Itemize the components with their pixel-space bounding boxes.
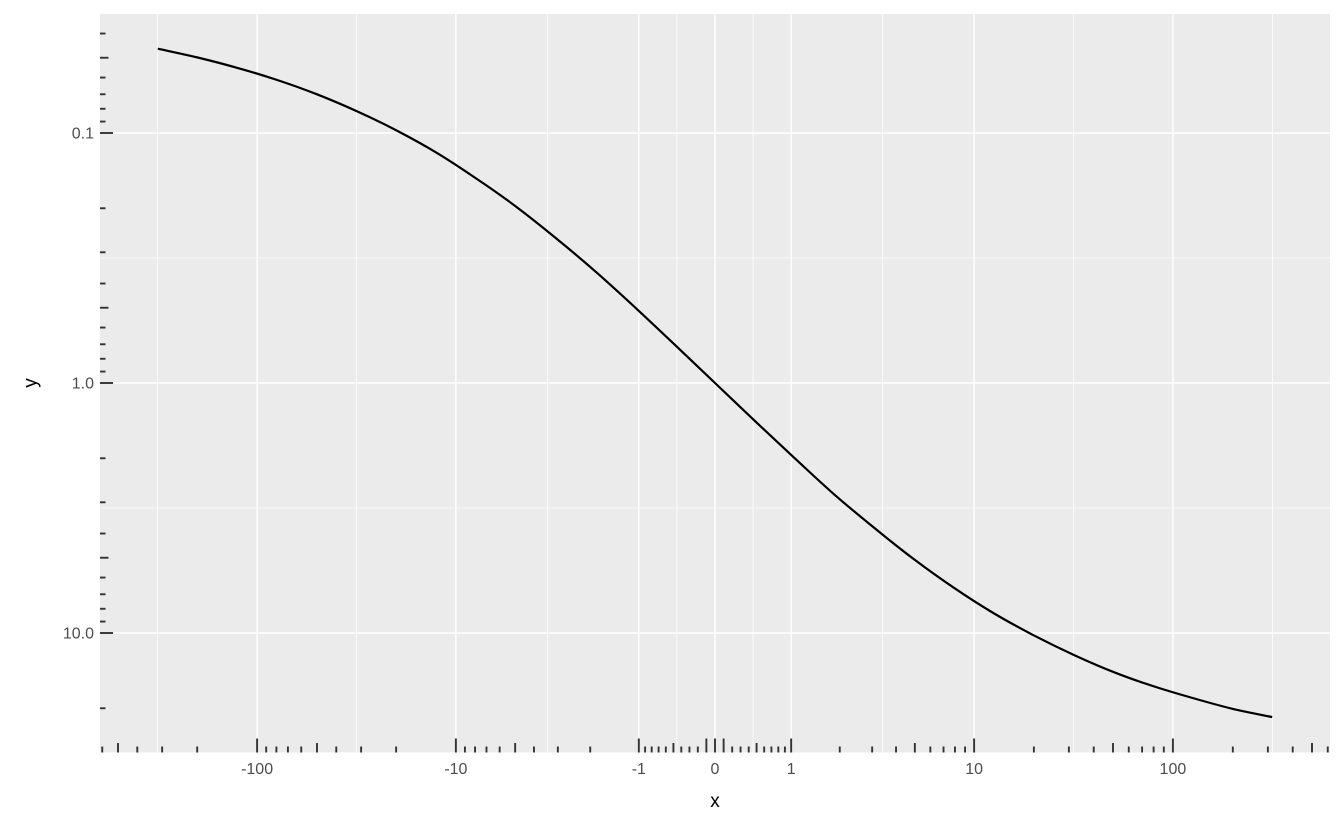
data-curve <box>157 47 1273 719</box>
y-axis-title: y <box>20 378 42 388</box>
x-axis-tick-label: 10 <box>965 761 983 778</box>
x-axis-tick-label: 0 <box>711 761 720 778</box>
x-axis-tick-label: -10 <box>444 761 467 778</box>
x-axis-tick-label: -1 <box>632 761 646 778</box>
x-axis-title: x <box>710 791 720 812</box>
y-axis-tick-label: 0.1 <box>72 126 94 143</box>
x-axis-tick-label: 1 <box>787 761 796 778</box>
y-axis-tick-label: 10.0 <box>63 626 94 643</box>
y-axis-tick-label: 1.0 <box>72 376 94 393</box>
x-axis-tick-label: 100 <box>1160 761 1187 778</box>
x-axis-tick-label: -100 <box>241 761 273 778</box>
